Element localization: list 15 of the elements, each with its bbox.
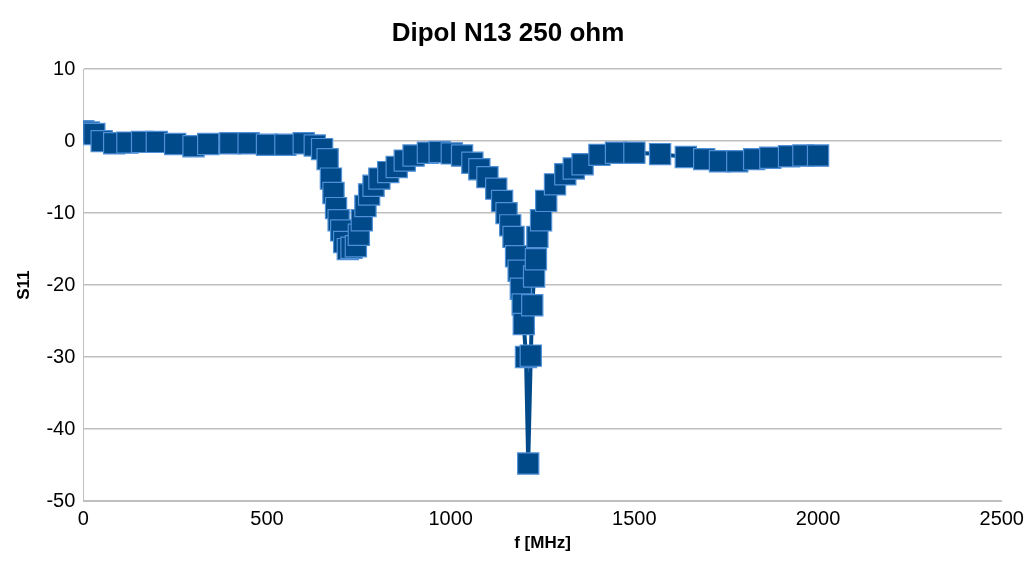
chart-title: Dipol N13 250 ohm [391, 16, 625, 47]
y-tick-label: 10 [53, 56, 76, 79]
x-axis-title: f [MHz] [514, 533, 571, 553]
y-tick-label: -20 [46, 272, 76, 295]
x-tick-label: 2000 [795, 506, 841, 529]
x-tick-label: 500 [250, 506, 284, 529]
y-tick-label: -50 [46, 488, 76, 511]
y-tick-label: -30 [46, 344, 76, 367]
y-tick-label: -40 [46, 416, 76, 439]
y-axis-title: S11 [13, 270, 33, 300]
y-tick-label: 0 [64, 128, 76, 151]
x-tick-label: 2500 [979, 506, 1024, 529]
x-tick-label: 1500 [612, 506, 657, 529]
y-tick-label: -10 [46, 200, 76, 223]
x-tick-label: 1000 [428, 506, 473, 529]
